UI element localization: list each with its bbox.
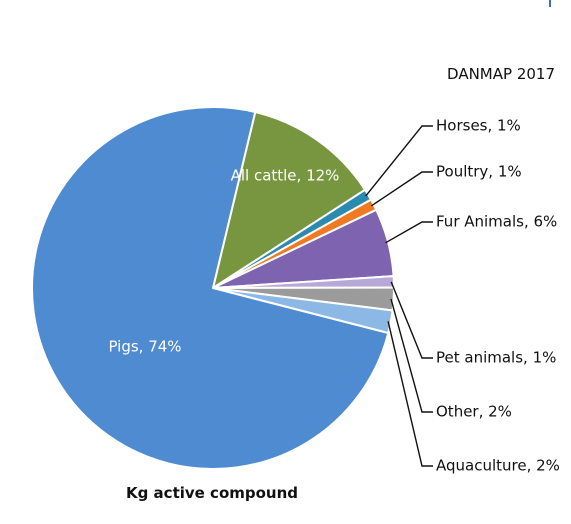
label-pigs: Pigs, 74% xyxy=(108,338,181,356)
label-pet-animals: Pet animals, 1% xyxy=(436,349,556,367)
chart-caption: Kg active compound xyxy=(126,484,298,502)
slice-labels: All cattle, 12% Horses, 1% Poultry, 1% Fur … xyxy=(108,117,559,475)
leader-other xyxy=(390,298,433,413)
label-poultry: Poultry, 1% xyxy=(436,163,522,181)
label-other: Other, 2% xyxy=(436,403,512,421)
label-fur-animals: Fur Animals, 6% xyxy=(436,213,557,231)
corner-mark xyxy=(549,0,551,7)
leader-aquaculture xyxy=(387,321,433,467)
label-all-cattle: All cattle, 12% xyxy=(231,167,340,185)
leader-horses xyxy=(365,125,433,197)
slice-all-cattle xyxy=(212,111,367,289)
leader-poultry xyxy=(370,171,433,207)
pie-slices xyxy=(31,106,396,470)
leader-fur-animals xyxy=(385,221,433,244)
leader-lines xyxy=(365,125,433,467)
label-aquaculture: Aquaculture, 2% xyxy=(436,457,560,475)
chart-title: DANMAP 2017 xyxy=(447,65,555,83)
leader-pet-animals xyxy=(390,281,433,359)
slice-pigs xyxy=(31,106,390,470)
label-horses: Horses, 1% xyxy=(436,117,521,135)
